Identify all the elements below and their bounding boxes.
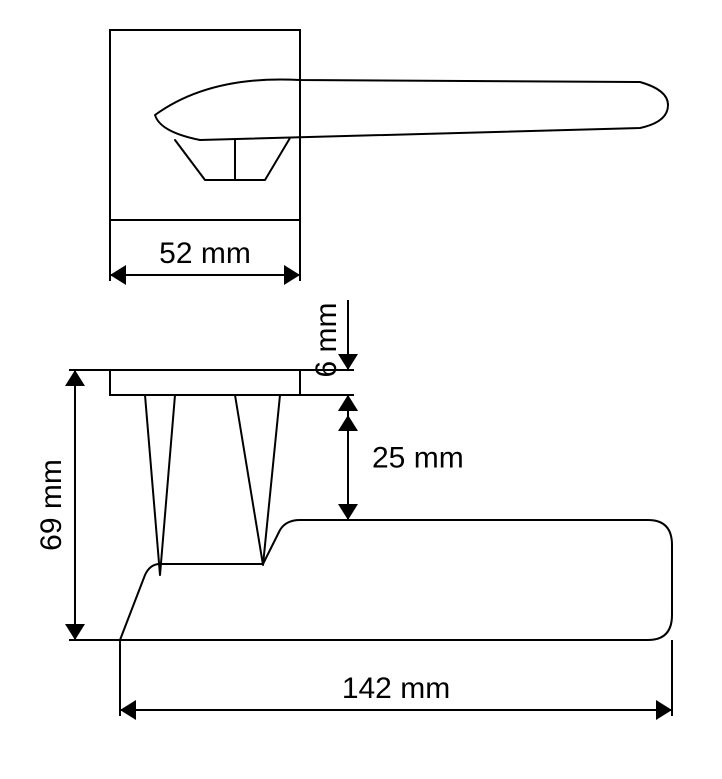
dimension-label: 69 mm [35,459,68,551]
technical-drawing: 52 mm 6 mm 25 mm 69 mm 142 mm [0,0,722,779]
dimension-label: 142 mm [342,672,450,705]
dimension-label: 6 mm [310,303,343,378]
dimension-label: 25 mm [372,442,464,475]
dimension-label: 52 mm [159,237,251,270]
